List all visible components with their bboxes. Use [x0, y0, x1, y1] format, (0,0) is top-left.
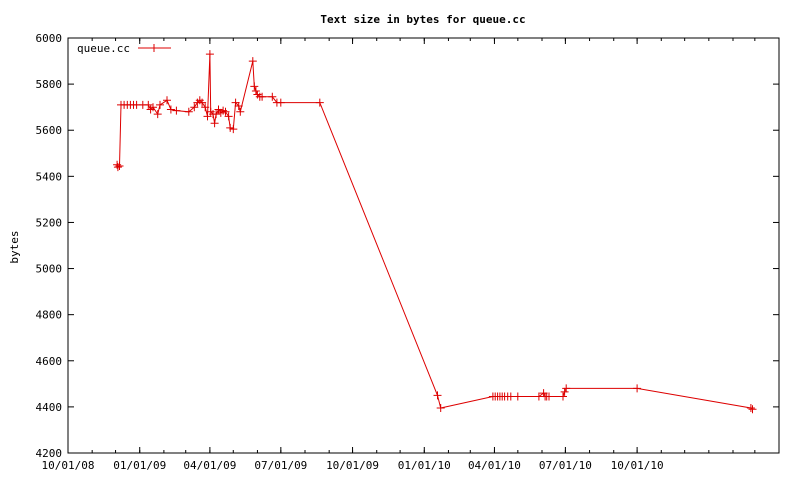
data-point [258, 92, 267, 101]
data-point [115, 162, 124, 170]
plot-frame [67, 37, 780, 454]
data-point [562, 384, 571, 393]
legend-marker [150, 44, 158, 52]
data-point [315, 98, 324, 107]
data-point [224, 112, 233, 121]
data-point [513, 392, 522, 401]
y-tick-label: 4200 [36, 447, 63, 460]
legend-label: queue.cc [77, 42, 130, 55]
data-point [184, 107, 193, 116]
legend: queue.cc [77, 42, 171, 55]
data-point [156, 100, 164, 109]
x-tick-label: 04/01/10 [468, 459, 521, 472]
data-point [203, 112, 212, 121]
data-point [153, 110, 162, 119]
y-tick-label: 4400 [36, 401, 63, 414]
x-tick-label: 01/01/10 [398, 459, 451, 472]
data-point [248, 57, 257, 66]
y-tick-label: 5200 [36, 216, 63, 229]
data-point [221, 107, 230, 116]
data-point [251, 87, 260, 95]
data-point [144, 100, 153, 109]
x-tick-label: 10/01/09 [326, 459, 379, 472]
x-axis: 10/01/08 01/01/09 04/01/09 07/01/09 10/01/09… [42, 38, 756, 472]
data-point [506, 392, 515, 401]
data-point [190, 103, 199, 112]
y-axis: 4200 4400 4600 4800 5000 5200 5400 5600 5800 6000 [36, 32, 779, 460]
data-point [198, 98, 207, 107]
data-point [212, 110, 221, 119]
data-point [166, 105, 175, 114]
x-tick-label: 10/01/08 [42, 459, 95, 472]
data-point [172, 106, 181, 115]
y-tick-label: 5400 [36, 170, 63, 183]
data-point [433, 391, 442, 400]
data-point [746, 404, 755, 412]
data-point [268, 92, 277, 101]
plot-series [113, 50, 757, 414]
data-point [149, 103, 157, 112]
data-point [201, 103, 210, 112]
y-tick-label: 4800 [36, 309, 63, 322]
data-point [560, 387, 569, 396]
x-tick-label: 07/01/09 [254, 459, 307, 472]
y-axis-label: bytes [8, 230, 21, 263]
data-point [276, 98, 285, 107]
chart-title: Text size in bytes for queue.cc [320, 13, 525, 26]
x-tick-label: 01/01/09 [113, 459, 166, 472]
data-point [234, 102, 243, 110]
data-point [229, 125, 238, 134]
data-point [205, 50, 214, 59]
data-point [163, 96, 171, 105]
y-tick-label: 6000 [36, 32, 63, 45]
data-point [113, 163, 122, 172]
x-tick-label: 10/01/10 [611, 459, 664, 472]
y-tick-label: 5800 [36, 78, 63, 91]
data-point [210, 119, 219, 128]
y-tick-label: 5600 [36, 124, 63, 137]
data-point [545, 392, 553, 401]
data-point [250, 82, 259, 91]
data-point [748, 405, 757, 414]
x-tick-label: 04/01/09 [183, 459, 236, 472]
data-point [436, 404, 445, 412]
x-tick-label: 07/01/10 [539, 459, 592, 472]
y-tick-label: 4600 [36, 355, 63, 368]
y-tick-label: 5000 [36, 263, 63, 276]
data-point [559, 392, 567, 401]
data-point [633, 384, 642, 393]
data-point [236, 107, 245, 116]
